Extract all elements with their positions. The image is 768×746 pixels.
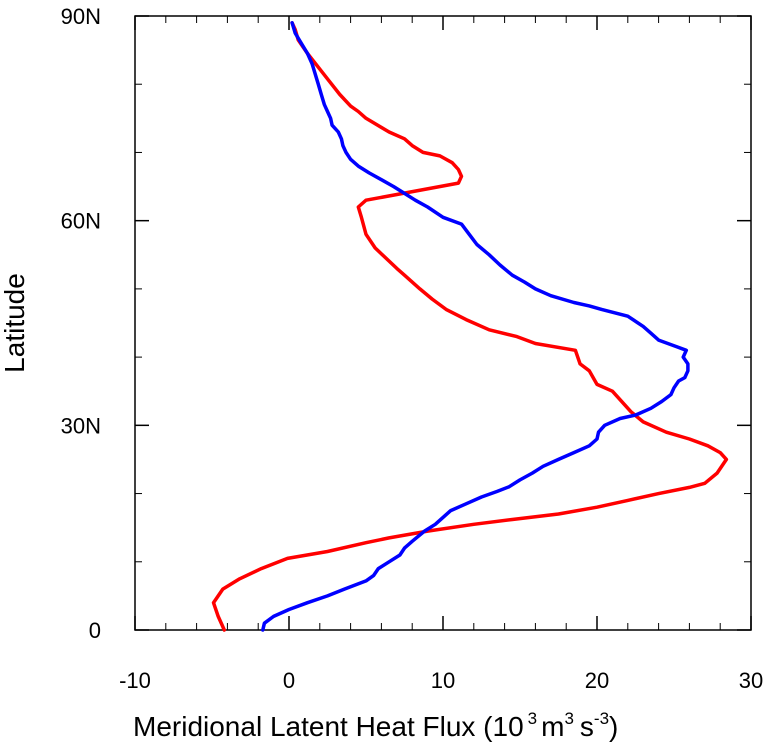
x-axis-label-mid1: m: [541, 711, 564, 742]
x-tick-label: 20: [585, 668, 609, 693]
series-line-2: [261, 21, 690, 632]
x-tick-label: -10: [119, 668, 151, 693]
x-axis-label: Meridional Latent Heat Flux (10 3 m3 s-3): [133, 709, 618, 742]
y-tick-label: 30N: [61, 413, 101, 438]
series-line-1: [211, 21, 729, 632]
x-axis-label-sup3: -3: [594, 709, 609, 728]
x-tick-label: 0: [283, 668, 295, 693]
series-group: [211, 21, 729, 632]
minor-ticks: [135, 16, 751, 630]
x-tick-labels: -10 0 10 20 30: [119, 668, 763, 693]
y-tick-labels: 0 30N 60N 90N: [61, 4, 101, 643]
major-ticks: [134, 15, 752, 631]
y-tick-label: 60N: [61, 209, 101, 234]
x-tick-label: 30: [739, 668, 763, 693]
x-axis-label-main: Meridional Latent Heat Flux (10: [133, 711, 524, 742]
x-axis-label-sup1: 3: [528, 709, 537, 728]
plot-area-frame: [134, 15, 752, 631]
y-tick-label: 90N: [61, 4, 101, 29]
x-tick-label: 10: [431, 668, 455, 693]
y-tick-label: 0: [89, 618, 101, 643]
y-axis-label: Latitude: [0, 273, 30, 373]
x-axis-label-end: ): [609, 711, 618, 742]
x-axis-label-mid2: s: [580, 711, 594, 742]
x-axis-label-sup2: 3: [564, 709, 573, 728]
